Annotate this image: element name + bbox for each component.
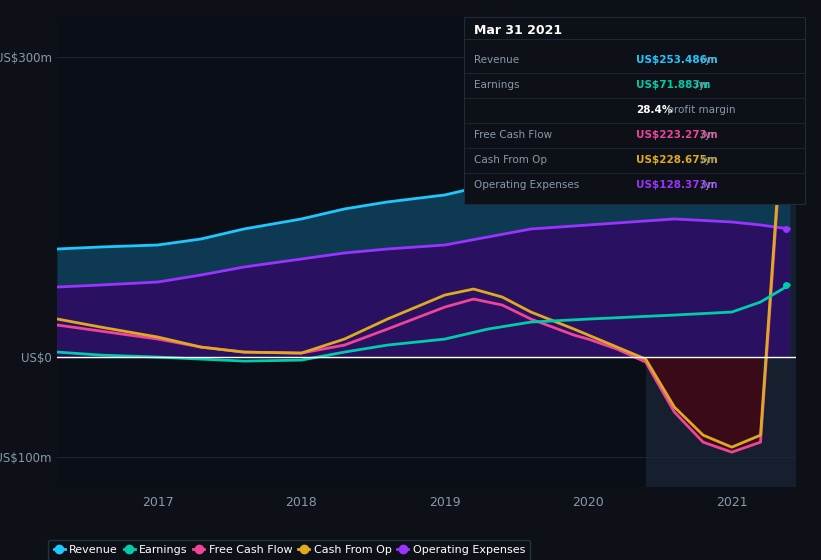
Bar bbox=[646, 17, 796, 487]
Legend: Revenue, Earnings, Free Cash Flow, Cash From Op, Operating Expenses: Revenue, Earnings, Free Cash Flow, Cash … bbox=[48, 540, 530, 560]
Text: Cash From Op: Cash From Op bbox=[474, 155, 547, 165]
Text: /yr: /yr bbox=[698, 55, 715, 66]
Text: /yr: /yr bbox=[698, 180, 715, 190]
Text: Operating Expenses: Operating Expenses bbox=[474, 180, 579, 190]
Text: profit margin: profit margin bbox=[664, 105, 736, 115]
Text: /yr: /yr bbox=[698, 155, 715, 165]
Text: Revenue: Revenue bbox=[474, 55, 519, 66]
Text: US$223.273m: US$223.273m bbox=[636, 130, 718, 141]
Text: Mar 31 2021: Mar 31 2021 bbox=[474, 24, 562, 36]
Text: Free Cash Flow: Free Cash Flow bbox=[474, 130, 552, 141]
Text: US$228.675m: US$228.675m bbox=[636, 155, 718, 165]
Text: /yr: /yr bbox=[698, 130, 715, 141]
Text: /yr: /yr bbox=[692, 81, 709, 90]
Text: US$253.486m: US$253.486m bbox=[636, 55, 718, 66]
Text: US$71.883m: US$71.883m bbox=[636, 81, 711, 90]
Text: Earnings: Earnings bbox=[474, 81, 519, 90]
Text: US$128.373m: US$128.373m bbox=[636, 180, 718, 190]
Text: 28.4%: 28.4% bbox=[636, 105, 672, 115]
